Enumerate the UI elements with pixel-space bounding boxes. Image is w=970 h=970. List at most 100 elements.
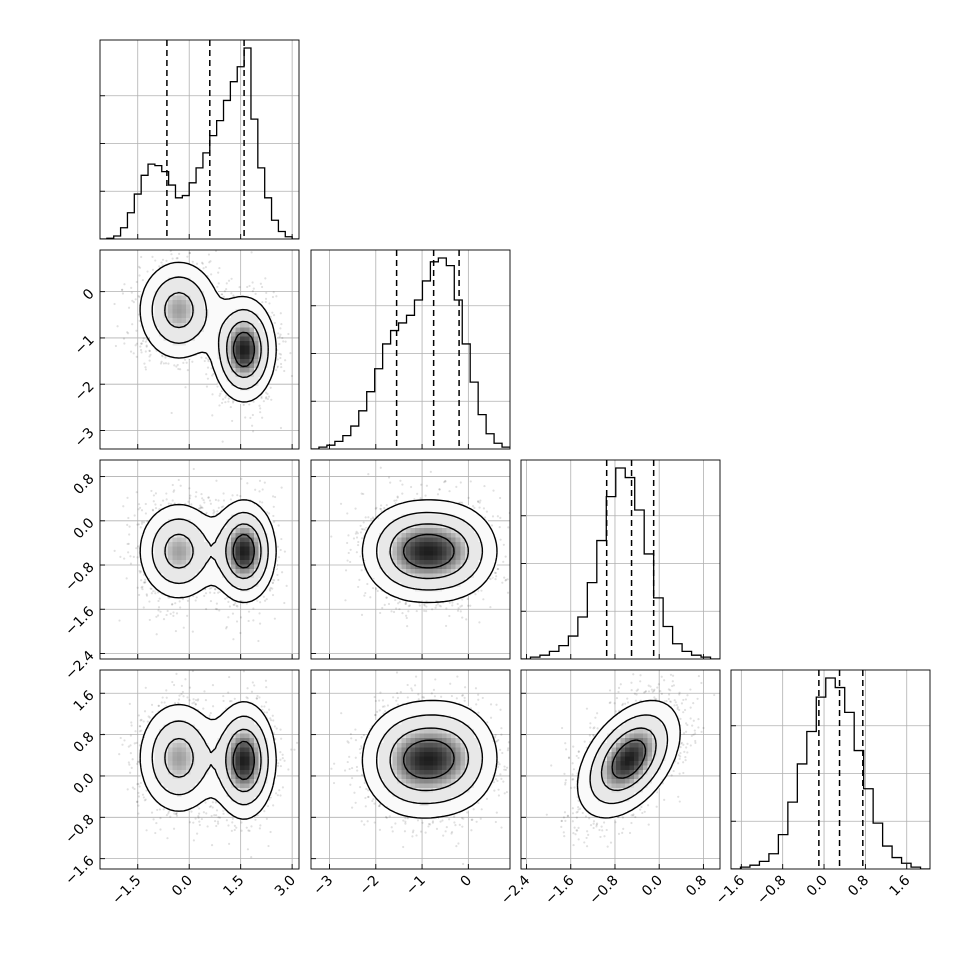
density-cell — [249, 326, 255, 332]
density-cell — [392, 550, 398, 556]
density-cell — [176, 349, 182, 355]
scatter-point — [673, 704, 676, 707]
scatter-point — [242, 670, 245, 673]
density-cell — [396, 523, 402, 529]
density-cell — [433, 591, 439, 597]
histogram-bin — [278, 232, 285, 239]
density-cell — [410, 737, 416, 743]
contour-line — [376, 511, 484, 591]
histogram-bin — [217, 121, 224, 239]
scatter-point — [395, 499, 398, 502]
density-cell — [163, 523, 169, 529]
density-cell — [267, 340, 273, 346]
density-cell — [222, 308, 228, 314]
density-cell — [163, 591, 169, 597]
density-cell — [213, 532, 218, 538]
scatter-point — [165, 696, 168, 699]
density-cell — [194, 724, 200, 730]
density-cell — [240, 760, 246, 766]
scatter-point — [232, 294, 235, 297]
density-cell — [451, 568, 457, 574]
density-cell — [194, 764, 200, 770]
density-cell — [226, 308, 232, 314]
scatter-point — [155, 615, 158, 618]
density-cell — [419, 778, 425, 784]
density-cell — [208, 326, 214, 332]
density-cell — [140, 769, 146, 775]
scatter-point — [483, 484, 486, 488]
density-cell — [460, 568, 466, 574]
density-cell — [473, 715, 479, 721]
scatter-point — [175, 672, 178, 675]
scatter-point — [283, 550, 287, 553]
scatter-point — [378, 828, 382, 831]
density-cell — [158, 317, 164, 323]
density-cell — [267, 769, 273, 775]
density-cell — [253, 505, 259, 511]
scatter-point — [166, 837, 169, 840]
scatter-point — [522, 754, 524, 756]
density-cell — [231, 787, 237, 793]
density-cell — [405, 532, 411, 538]
density-cell — [473, 787, 479, 793]
scatter-point — [178, 600, 181, 603]
density-cell — [176, 746, 182, 752]
density-cell — [249, 354, 255, 359]
density-cell — [396, 783, 402, 788]
scatter-point — [208, 499, 212, 502]
density-cell — [240, 715, 246, 721]
scatter-point — [396, 696, 400, 699]
scatter-point — [127, 551, 130, 554]
density-cell — [405, 701, 411, 707]
density-cell — [231, 728, 237, 734]
density-cell — [482, 760, 488, 766]
density-cell — [226, 751, 232, 757]
scatter-point — [428, 823, 432, 826]
density-cell — [158, 742, 164, 748]
density-cell — [253, 358, 259, 364]
scatter-point — [156, 808, 159, 812]
density-cell — [172, 545, 178, 551]
density-cell — [378, 733, 384, 739]
density-cell — [392, 591, 398, 597]
scatter-point — [216, 822, 220, 825]
density-cell — [199, 564, 205, 569]
density-cell — [213, 367, 218, 373]
density-cell — [181, 299, 187, 305]
density-cell — [158, 541, 164, 547]
density-cell — [369, 733, 375, 739]
density-cell — [249, 550, 255, 556]
density-cell — [469, 509, 475, 515]
density-cell — [482, 737, 488, 743]
density-cell — [464, 728, 470, 734]
density-cell — [249, 582, 255, 588]
density-cell — [401, 742, 407, 748]
density-cell — [244, 724, 250, 730]
scatter-point — [175, 812, 178, 816]
scatter-point — [367, 789, 370, 792]
density-cell — [424, 742, 429, 748]
density-cell — [446, 568, 452, 574]
density-cell — [185, 263, 191, 269]
scatter-point — [195, 262, 199, 265]
scatter-point — [205, 812, 208, 815]
scatter-point — [190, 810, 193, 813]
scatter-point — [260, 397, 263, 400]
density-cell — [258, 591, 264, 597]
density-cell — [199, 304, 205, 310]
density-cell — [419, 792, 425, 798]
density-cell — [383, 801, 389, 807]
scatter-point — [565, 748, 568, 751]
density-cell — [460, 728, 466, 734]
scatter-point — [279, 751, 282, 754]
density-cell — [473, 769, 479, 775]
density-cell — [185, 272, 191, 278]
scatter-point — [686, 742, 689, 745]
density-cell — [145, 541, 151, 547]
scatter-point — [185, 361, 188, 364]
density-cell — [267, 760, 273, 766]
density-cell — [410, 514, 416, 520]
density-cell — [392, 541, 398, 547]
density-cell — [415, 541, 420, 547]
scatter-point — [200, 492, 203, 496]
